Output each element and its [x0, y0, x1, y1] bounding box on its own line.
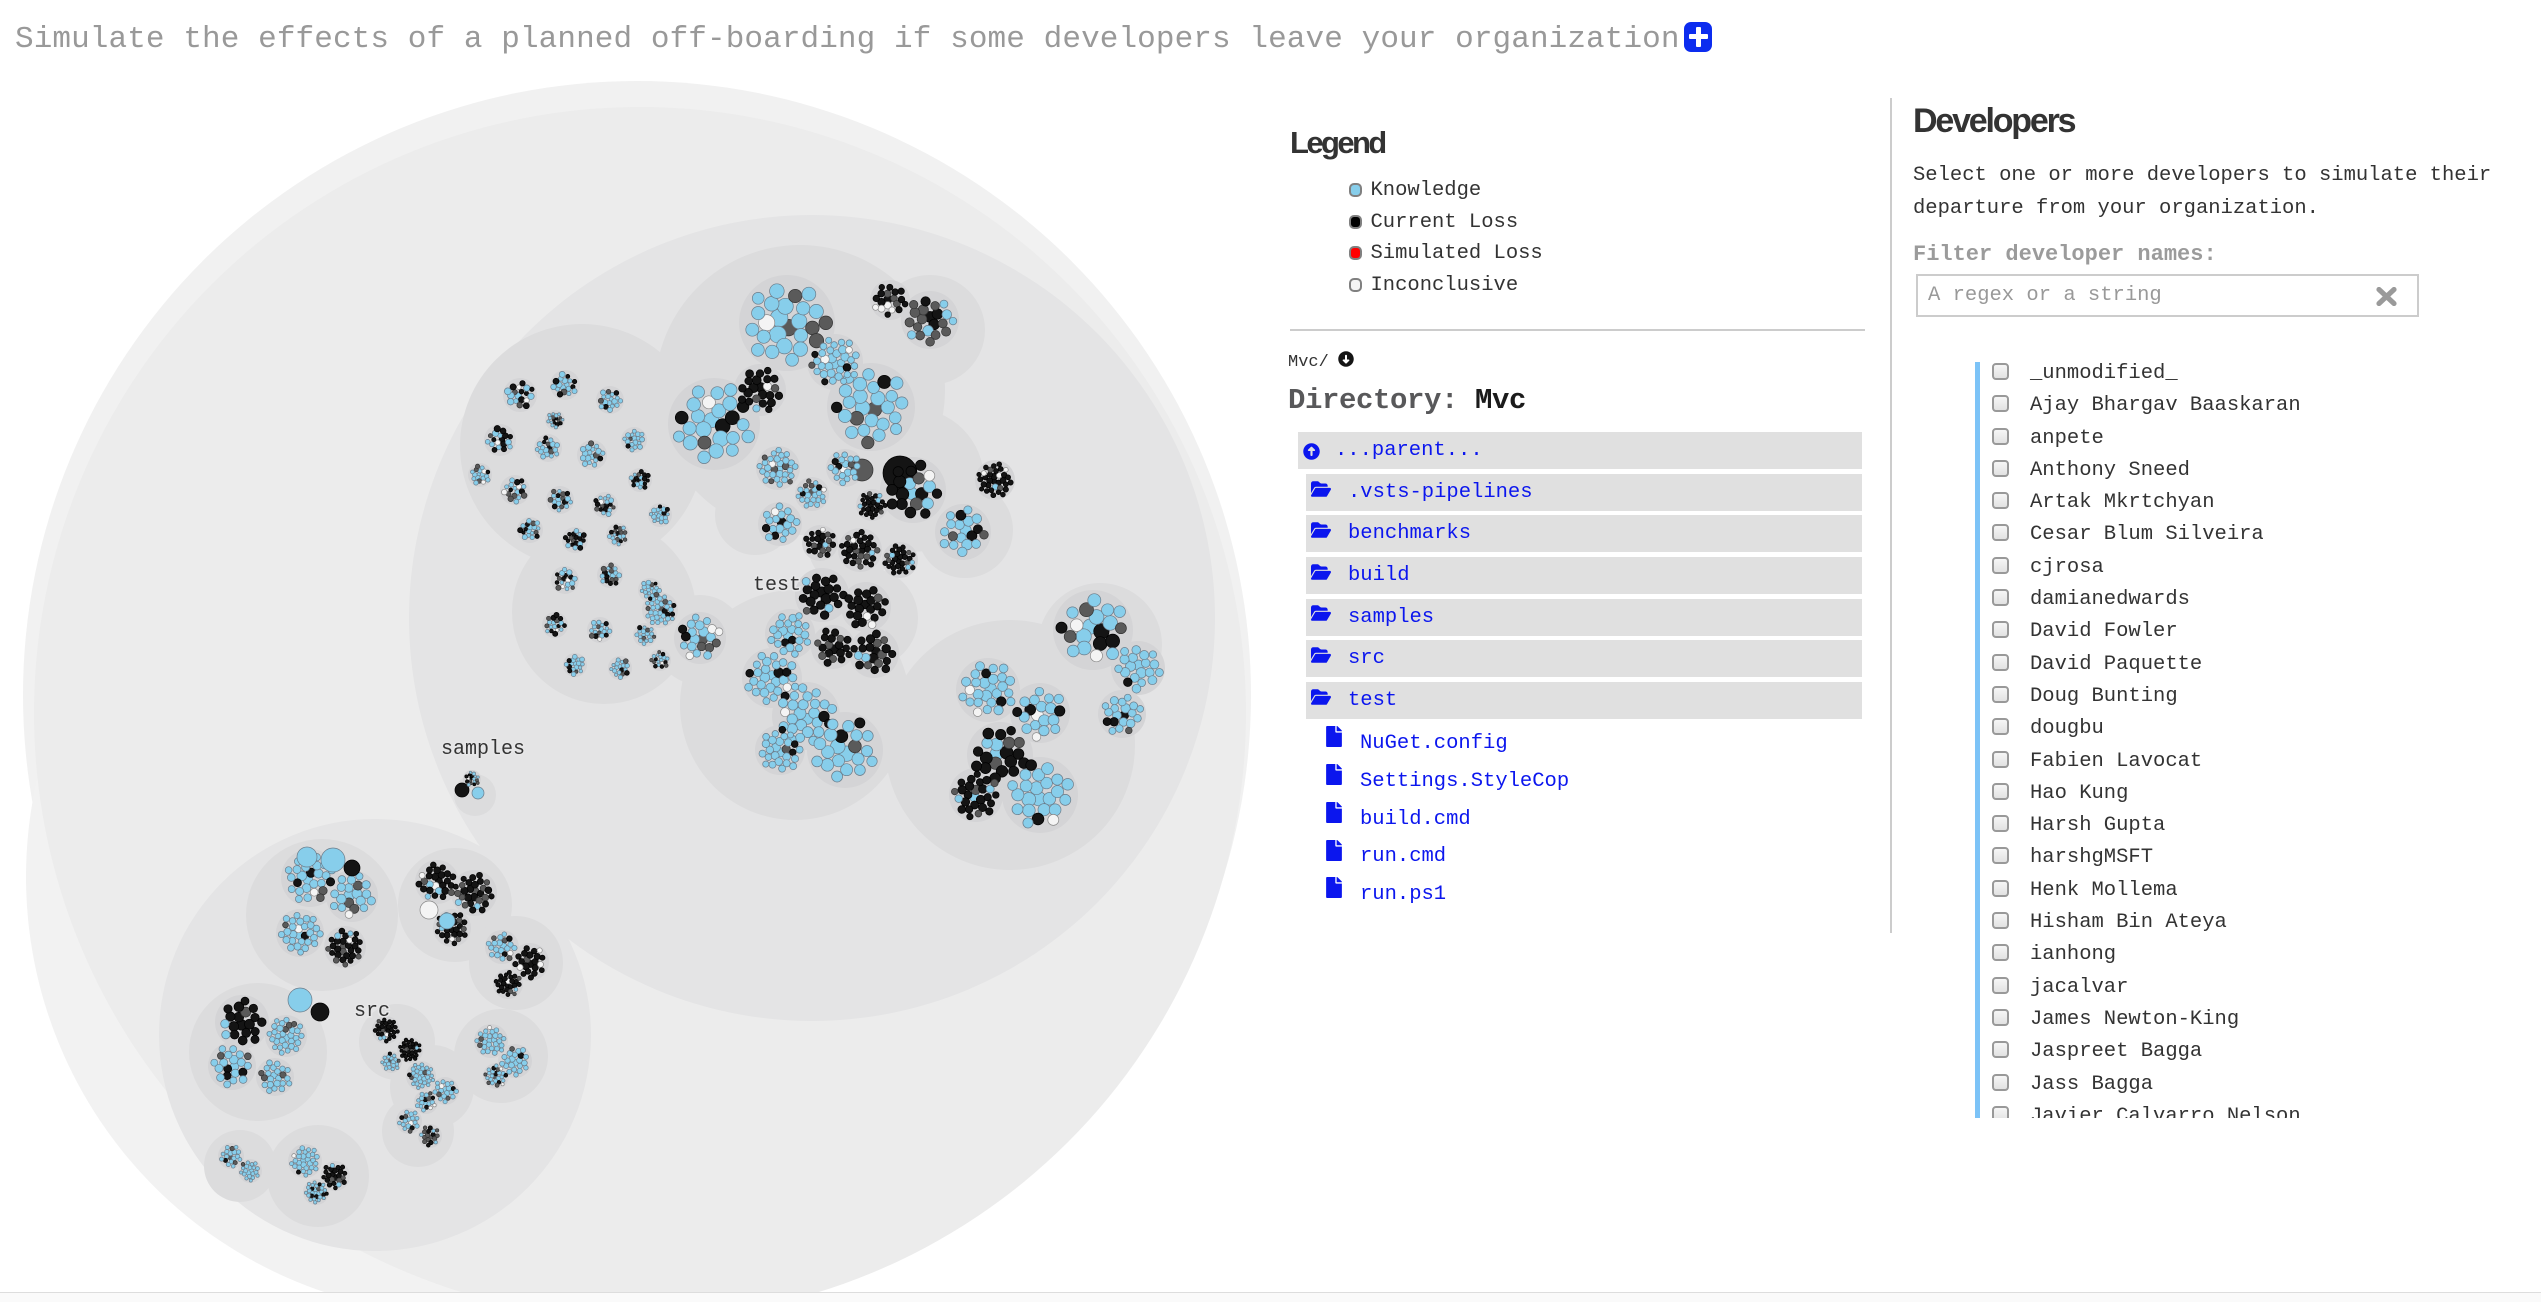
svg-text:src: src [354, 1000, 390, 1023]
svg-text:samples: samples [441, 738, 525, 761]
svg-text:test: test [753, 574, 801, 597]
